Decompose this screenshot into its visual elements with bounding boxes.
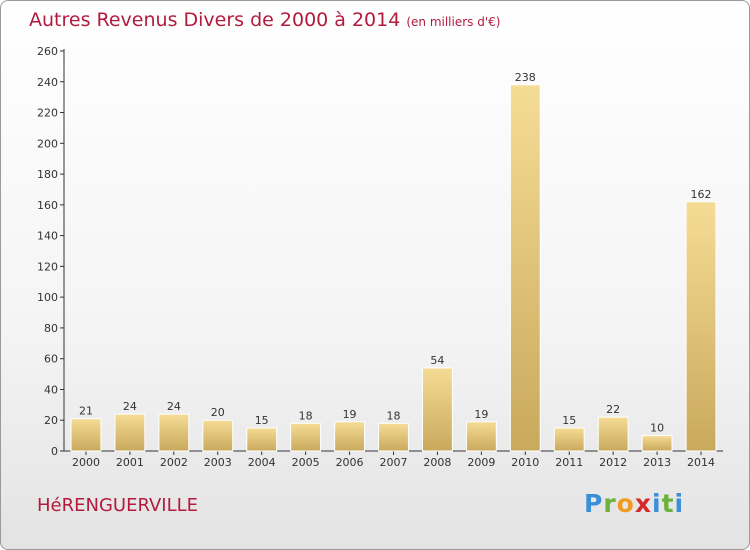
- chart-title-text: Autres Revenus Divers de 2000 à 2014: [29, 9, 401, 31]
- x-tick-label: 2012: [599, 456, 627, 469]
- y-tick-label: 80: [44, 322, 58, 335]
- y-tick-label: 120: [37, 260, 58, 273]
- bar-value-label: 238: [515, 71, 536, 84]
- bar-value-label: 15: [562, 414, 576, 427]
- chart-subtitle: (en milliers d'€): [406, 15, 501, 29]
- y-tick-label: 0: [51, 445, 58, 458]
- x-tick-label: 2013: [643, 456, 671, 469]
- bar: [421, 367, 453, 452]
- bar-value-label: 18: [387, 409, 401, 422]
- bar: [553, 427, 585, 452]
- y-tick-label: 60: [44, 353, 58, 366]
- bar-value-label: 24: [123, 400, 137, 413]
- bar-value-label: 21: [79, 405, 93, 418]
- bar: [290, 422, 322, 452]
- y-tick-label: 20: [44, 414, 58, 427]
- x-tick-label: 2010: [511, 456, 539, 469]
- y-tick-label: 100: [37, 291, 58, 304]
- chart-title: Autres Revenus Divers de 2000 à 2014 (en …: [29, 9, 500, 31]
- bar: [465, 421, 497, 452]
- bar: [685, 201, 717, 452]
- bar: [378, 422, 409, 452]
- x-tick-label: 2006: [336, 456, 364, 469]
- x-tick-label: 2002: [160, 456, 188, 469]
- x-tick-label: 2007: [380, 456, 408, 469]
- bar-value-label: 10: [650, 422, 664, 435]
- bar: [641, 435, 673, 452]
- bar-value-label: 24: [167, 400, 181, 413]
- bar-value-label: 15: [255, 414, 269, 427]
- y-tick-label: 260: [37, 45, 58, 58]
- x-tick-label: 2009: [467, 456, 495, 469]
- x-tick-label: 2003: [204, 456, 232, 469]
- bar: [246, 427, 278, 452]
- proxiti-logo: Proxiti: [584, 489, 685, 518]
- bar-value-label: 18: [299, 409, 313, 422]
- y-tick-label: 220: [37, 107, 58, 120]
- x-tick-label: 2004: [248, 456, 276, 469]
- place-name: HéRENGUERVILLE: [37, 495, 199, 516]
- x-tick-label: 2011: [555, 456, 583, 469]
- bar: [158, 413, 190, 452]
- x-tick-label: 2008: [423, 456, 451, 469]
- bar-value-label: 22: [606, 403, 620, 416]
- bars: 21 24 24 20 15 18 19 18 54 19 238 15 22 10 162: [70, 71, 717, 452]
- bar-value-label: 54: [430, 354, 444, 367]
- bar: [202, 419, 234, 452]
- bar-value-label: 19: [474, 408, 488, 421]
- x-tick-label: 2014: [687, 456, 715, 469]
- y-tick-label: 160: [37, 199, 58, 212]
- bar-value-label: 20: [211, 406, 225, 419]
- y-tick-label: 140: [37, 230, 58, 243]
- bar: [334, 421, 366, 452]
- bar: [70, 418, 102, 452]
- x-tick-label: 2001: [116, 456, 144, 469]
- y-tick-label: 40: [44, 383, 58, 396]
- bar: [114, 413, 146, 452]
- bar: [509, 84, 541, 452]
- bar-value-label: 162: [691, 188, 712, 201]
- y-tick-label: 240: [37, 76, 58, 89]
- x-tick-label: 2000: [72, 456, 100, 469]
- y-tick-label: 200: [37, 137, 58, 150]
- bar: [597, 416, 629, 452]
- bar-value-label: 19: [343, 408, 357, 421]
- x-tick-label: 2005: [292, 456, 320, 469]
- y-tick-label: 180: [37, 168, 58, 181]
